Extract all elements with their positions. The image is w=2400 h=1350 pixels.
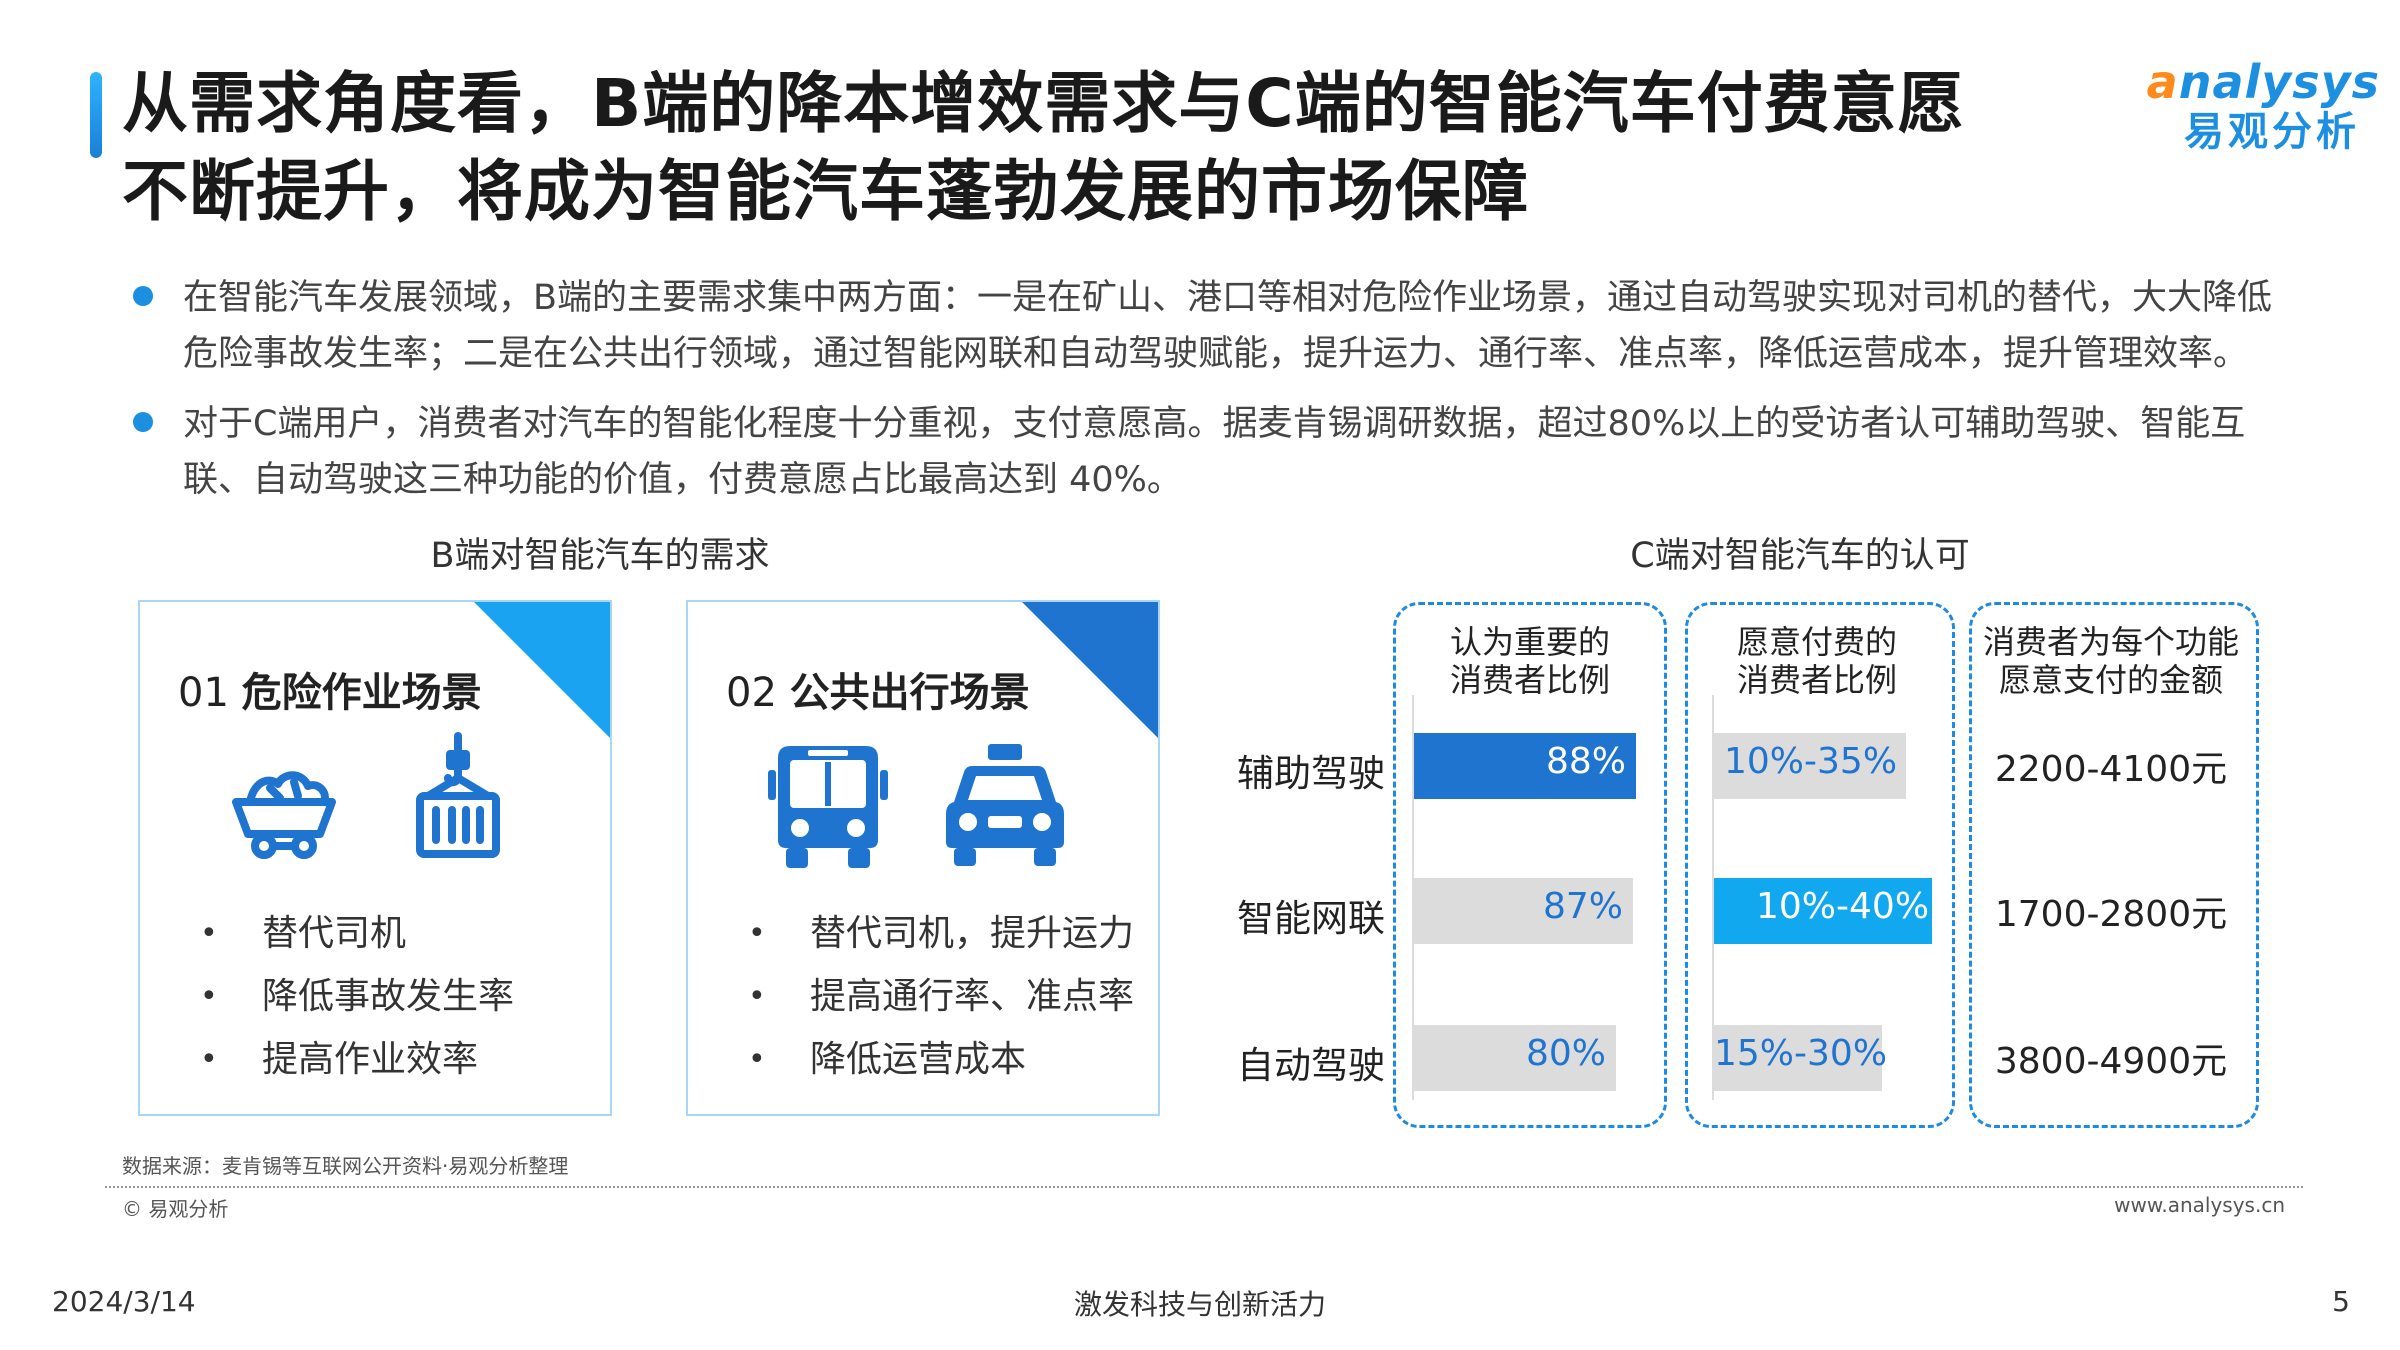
row-label-adas: 辅助驾驶 <box>1237 752 1385 795</box>
list-item: 提高作业效率 <box>198 1028 514 1091</box>
slide-date: 2024/3/14 <box>52 1285 196 1318</box>
page-number: 5 <box>2332 1285 2350 1318</box>
bullet-paragraph-c: 对于C端用户，消费者对汽车的智能化程度十分重视，支付意愿高。据麦肯锡调研数据，超… <box>133 396 2305 508</box>
logo-english: analysys <box>2130 56 2380 108</box>
card-title: 01 危险作业场景 <box>178 660 482 718</box>
bullet-dot-icon <box>133 412 153 432</box>
bullet-text: 在智能汽车发展领域，B端的主要需求集中两方面：一是在矿山、港口等相对危险作业场景… <box>183 278 2273 374</box>
bus-icon <box>768 746 888 868</box>
crane-container-icon <box>416 732 500 858</box>
card-list: 替代司机，提升运力 提高通行率、准点率 降低运营成本 <box>746 902 1134 1091</box>
column-frame-important <box>1393 602 1667 1128</box>
list-item: 提高通行率、准点率 <box>746 965 1134 1028</box>
bar-important-autonomous: 80% <box>1414 1025 1616 1091</box>
chart-axis-pay <box>1712 695 1714 1100</box>
list-item: 降低运营成本 <box>746 1028 1134 1091</box>
column-header-line: 消费者为每个功能 <box>1982 623 2239 661</box>
bar-value-label: 10%-40% <box>1756 886 1930 927</box>
bar-pay-adas: 10%-35% <box>1714 733 1906 799</box>
title-accent-bar <box>90 72 102 158</box>
card-number: 01 <box>178 670 229 716</box>
bullet-paragraph-b: 在智能汽车发展领域，B端的主要需求集中两方面：一是在矿山、港口等相对危险作业场景… <box>133 270 2305 382</box>
bar-pay-autonomous: 15%-30% <box>1714 1025 1887 1091</box>
column-header-line: 消费者比例 <box>1449 661 1610 699</box>
bar-value-label: 88% <box>1545 741 1626 782</box>
column-header-line: 认为重要的 <box>1449 623 1610 661</box>
website-link[interactable]: www.analysys.cn <box>2114 1193 2285 1217</box>
page-title: 从需求角度看，B端的降本增效需求与C端的智能汽车付费意愿 不断提升，将成为智能汽… <box>122 60 2082 236</box>
scenario-card-hazard: 01 危险作业场景 替代司机 降低事故发生率 <box>138 600 612 1116</box>
card-icons <box>688 742 1158 872</box>
bar-important-adas: 88% <box>1414 733 1636 799</box>
card-number: 02 <box>726 670 777 716</box>
mine-cart-icon <box>232 771 336 859</box>
card-title-text: 公共出行场景 <box>789 670 1030 716</box>
amount-autonomous: 3800-4900元 <box>1994 1041 2228 1082</box>
row-label-connectivity: 智能网联 <box>1237 897 1385 940</box>
list-item: 降低事故发生率 <box>198 965 514 1028</box>
card-icons <box>140 732 610 872</box>
card-corner-triangle <box>1020 602 1158 740</box>
bullet-text: 对于C端用户，消费者对汽车的智能化程度十分重视，支付意愿高。据麦肯锡调研数据，超… <box>183 404 2246 500</box>
column-header-important: 认为重要的 消费者比例 <box>1400 623 1660 699</box>
bar-value-label: 87% <box>1542 886 1623 927</box>
logo-initial: a <box>2146 55 2179 109</box>
logo-rest: nalysys <box>2178 55 2380 109</box>
column-header-line: 消费者比例 <box>1736 661 1897 699</box>
taxi-icon <box>946 744 1064 866</box>
list-item: 替代司机，提升运力 <box>746 902 1134 965</box>
bar-value-label: 80% <box>1525 1033 1606 1074</box>
amount-adas: 2200-4100元 <box>1994 749 2228 790</box>
copyright: © 易观分析 <box>122 1197 229 1221</box>
column-header-line: 愿意付费的 <box>1736 623 1897 661</box>
page-title-line1: 从需求角度看，B端的降本增效需求与C端的智能汽车付费意愿 <box>122 65 1965 142</box>
b-section-title: B端对智能汽车的需求 <box>430 536 770 576</box>
data-source-note: 数据来源：麦肯锡等互联网公开资料·易观分析整理 <box>122 1154 569 1178</box>
bullet-dot-icon <box>133 286 153 306</box>
bar-pay-connectivity: 10%-40% <box>1714 878 1932 944</box>
amount-connectivity: 1700-2800元 <box>1994 894 2228 935</box>
card-corner-triangle <box>472 602 610 740</box>
column-frame-pay <box>1685 602 1955 1128</box>
bar-value-label: 15%-30% <box>1714 1033 1888 1074</box>
list-item: 替代司机 <box>198 902 514 965</box>
slide-slogan: 激发科技与创新活力 <box>1073 1288 1326 1321</box>
bar-value-label: 10%-35% <box>1724 741 1898 782</box>
bar-important-connectivity: 87% <box>1414 878 1633 944</box>
card-title-text: 危险作业场景 <box>241 670 482 716</box>
scenario-card-transit: 02 公共出行场景 <box>686 600 1160 1116</box>
page-title-line2: 不断提升，将成为智能汽车蓬勃发展的市场保障 <box>122 153 1529 230</box>
column-header-pay: 愿意付费的 消费者比例 <box>1685 623 1949 699</box>
analysys-logo: analysys 易观分析 <box>2130 56 2380 156</box>
column-header-line: 愿意支付的金额 <box>1998 661 2223 699</box>
card-title: 02 公共出行场景 <box>726 660 1030 718</box>
footer-divider <box>105 1186 2303 1188</box>
logo-chinese: 易观分析 <box>2184 109 2360 155</box>
c-section-title: C端对智能汽车的认可 <box>1630 536 1970 576</box>
column-frame-amount <box>1969 602 2259 1128</box>
column-header-amount: 消费者为每个功能 愿意支付的金额 <box>1969 623 2253 699</box>
chart-axis-important <box>1412 695 1414 1100</box>
row-label-autonomous: 自动驾驶 <box>1237 1044 1385 1087</box>
card-list: 替代司机 降低事故发生率 提高作业效率 <box>198 902 514 1091</box>
